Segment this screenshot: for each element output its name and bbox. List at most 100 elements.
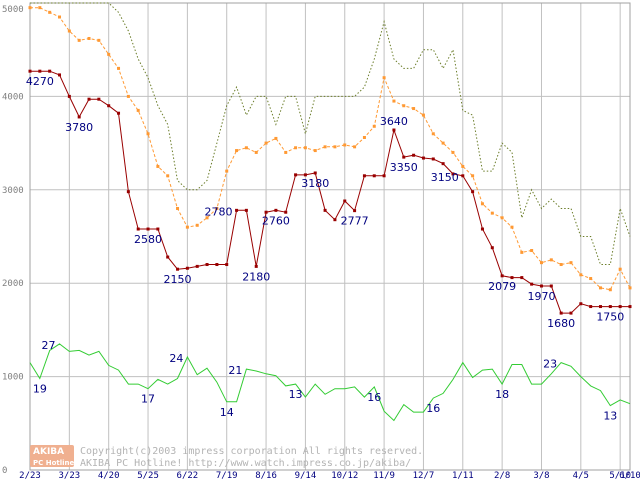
point-lowest (107, 104, 111, 108)
point-average (176, 206, 180, 210)
point-lowest (117, 111, 121, 115)
akiba-logo (30, 445, 74, 467)
y-tick-label: 5000 (2, 5, 24, 15)
x-tick-label: 12/7 (413, 471, 435, 480)
logo-top-text: AKIBA (33, 447, 64, 457)
point-lowest (530, 282, 534, 286)
data-label: 3780 (65, 121, 93, 134)
point-average (58, 15, 62, 19)
data-label: 24 (169, 352, 183, 365)
data-label: 27 (42, 339, 56, 352)
point-average (38, 6, 42, 10)
x-tick-label: 4/20 (98, 471, 120, 480)
point-average (510, 225, 514, 229)
point-lowest (254, 264, 258, 268)
point-lowest (421, 156, 425, 160)
point-average (264, 141, 268, 145)
data-label: 2760 (262, 214, 290, 227)
point-lowest (176, 267, 180, 271)
point-average (451, 150, 455, 154)
point-average (520, 250, 524, 254)
y-tick-label: 4000 (2, 92, 24, 102)
data-label: 17 (141, 393, 155, 406)
point-average (274, 136, 278, 140)
point-average (549, 258, 553, 262)
point-average (569, 261, 573, 265)
data-label: 2780 (205, 205, 233, 218)
x-tick-label: 10/12 (331, 471, 358, 480)
point-lowest (441, 162, 445, 166)
point-lowest (500, 274, 504, 278)
point-average (539, 261, 543, 265)
point-average (323, 145, 327, 149)
point-average (559, 263, 563, 267)
point-lowest (87, 97, 91, 101)
data-label: 1750 (596, 311, 624, 324)
point-lowest (274, 208, 278, 212)
data-label: 2079 (488, 280, 516, 293)
point-lowest (333, 218, 337, 222)
point-lowest (382, 174, 386, 178)
point-lowest (579, 302, 583, 306)
point-lowest (343, 199, 347, 203)
x-tick-label: 3/8 (533, 471, 549, 480)
data-label: 23 (543, 358, 557, 371)
point-lowest (451, 172, 455, 176)
point-average (412, 107, 416, 111)
point-average (461, 164, 465, 168)
copyright-line-2: AKIBA PC Hotline! http://www.watch.impre… (80, 458, 411, 469)
point-average (117, 66, 121, 70)
x-tick-label: 2/8 (494, 471, 510, 480)
point-lowest (402, 155, 406, 159)
data-label: 3640 (380, 115, 408, 128)
point-lowest (510, 276, 514, 280)
logo-bottom-text: PC Hotline! (33, 459, 77, 467)
x-tick-label: 3/23 (59, 471, 81, 480)
point-average (372, 124, 376, 128)
point-average (608, 288, 612, 292)
copyright-footer: AKIBA PC Hotline! Copyright(c)2003 impre… (30, 445, 423, 469)
x-tick-label: 5/25 (137, 471, 159, 480)
point-lowest (244, 208, 248, 212)
y-tick-label: 0 (2, 466, 7, 476)
point-average (471, 174, 475, 178)
x-tick-label: 8/16 (255, 471, 277, 480)
point-lowest (28, 69, 32, 73)
point-average (87, 36, 91, 40)
data-label: 19 (33, 382, 47, 395)
point-average (490, 211, 494, 215)
point-average (107, 52, 111, 56)
point-lowest (264, 210, 268, 214)
data-label: 3180 (301, 177, 329, 190)
y-tick-label: 2000 (2, 279, 24, 289)
data-label: 3150 (431, 171, 459, 184)
point-lowest (520, 276, 524, 280)
point-lowest (549, 284, 553, 288)
y-tick-label: 3000 (2, 186, 24, 196)
point-average (284, 150, 288, 154)
x-tick-label: 9/14 (295, 471, 317, 480)
point-lowest (126, 190, 130, 194)
point-average (392, 99, 396, 103)
point-lowest (185, 266, 189, 270)
point-average (500, 216, 504, 220)
point-lowest (136, 227, 140, 231)
series-layer (28, 2, 632, 422)
point-lowest (362, 174, 366, 178)
point-average (441, 141, 445, 145)
point-lowest (166, 255, 170, 259)
data-label: 18 (495, 388, 509, 401)
point-lowest (461, 174, 465, 178)
point-average (402, 104, 406, 108)
point-average (294, 146, 298, 150)
point-average (77, 38, 81, 42)
x-tick-label: 2/23 (19, 471, 41, 480)
point-lowest (146, 227, 150, 231)
y-tick-label: 1000 (2, 373, 24, 383)
point-lowest (372, 174, 376, 178)
point-lowest (431, 157, 435, 161)
point-average (195, 223, 199, 227)
x-tick-label: 4/5 (573, 471, 589, 480)
point-average (244, 146, 248, 150)
